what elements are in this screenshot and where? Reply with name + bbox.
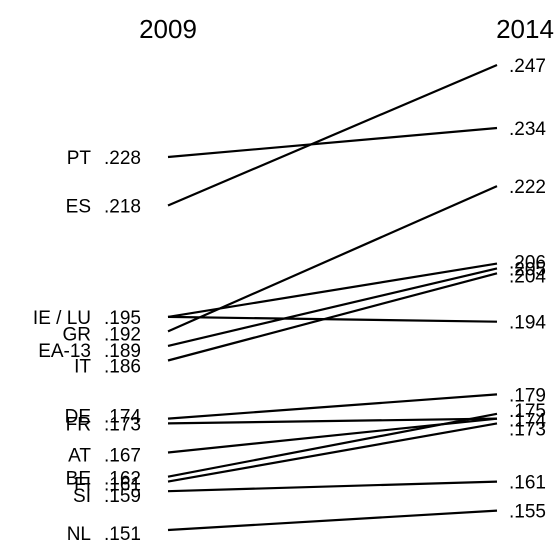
labels-2014: .234 .247 .206 .194 .222 .205.204 .179 .174.175… — [509, 56, 546, 523]
value-2009-fi: .161 — [104, 475, 141, 496]
slope-line-fi — [167, 422, 498, 483]
value-2009-gr: .192 — [104, 324, 141, 345]
value-2014-es: .247 — [509, 56, 546, 77]
slope-line-nl — [167, 509, 498, 532]
value-2009-nl: .151 — [104, 524, 141, 545]
slope-line-ea-13 — [167, 267, 498, 347]
value-2014-fi: .173 — [509, 419, 546, 440]
slope-line-lu — [167, 315, 498, 323]
value-2009-it: .186 — [104, 357, 141, 378]
country-label-ea-13: EA-13 — [38, 341, 91, 362]
country-label-si: SI — [73, 486, 91, 507]
country-label-de: DE — [65, 407, 91, 428]
value-2009-de: .174 — [104, 407, 141, 428]
value-2009-si: .159 — [104, 486, 141, 507]
slope-line-si — [167, 480, 498, 493]
value-2014-be: .175 — [509, 401, 546, 422]
country-label-at: AT — [68, 446, 91, 467]
country-label-pt: PT — [67, 148, 92, 169]
country-label-be: BE — [66, 469, 91, 490]
value-2009-at: .167 — [104, 446, 141, 467]
value-2014-si: .161 — [509, 473, 546, 494]
country-label-gr: GR — [63, 324, 92, 345]
value-2014-lu: .194 — [509, 313, 546, 334]
country-label-nl: NL — [67, 524, 91, 545]
slope-line-it — [167, 272, 498, 362]
value-2014-pt: .234 — [509, 119, 546, 140]
value-2014-fr: .174 — [509, 411, 546, 432]
value-2009-pt: .228 — [104, 148, 141, 169]
value-2014-it: .204 — [509, 266, 546, 287]
slope-line-pt — [167, 126, 498, 159]
value-2009-ie: .195 — [104, 308, 141, 329]
country-label-it: IT — [74, 357, 91, 378]
value-2014-gr: .222 — [509, 177, 546, 198]
year-2009-header: 2009 — [139, 14, 197, 44]
country-label-fr: FR — [66, 414, 91, 435]
country-label-ie: IE / LU — [33, 308, 91, 329]
slope-line-gr — [167, 185, 498, 333]
value-2014-nl: .155 — [509, 502, 546, 523]
country-label-fi: FI — [74, 475, 91, 496]
slope-line-fr — [167, 417, 498, 425]
value-2009-es: .218 — [104, 197, 141, 218]
value-2009-ea-13: .189 — [104, 341, 141, 362]
value-2014-ie: .206 — [509, 253, 546, 274]
slope-line-es — [167, 63, 498, 207]
country-label-es: ES — [66, 197, 91, 218]
value-2009-be: .162 — [104, 469, 141, 490]
value-2014-de: .179 — [509, 385, 546, 406]
year-2014-header: 2014 — [496, 14, 554, 44]
slope-line-be — [167, 412, 498, 478]
slope-line-de — [167, 393, 498, 420]
value-2009-fr: .173 — [104, 414, 141, 435]
slope-lines — [167, 63, 498, 532]
labels-2009: PT .228 ES .218 IE / LU .195 GR .192 EA-13 .189 IT… — [33, 148, 141, 545]
value-2014-ea-13: .205 — [509, 259, 546, 280]
